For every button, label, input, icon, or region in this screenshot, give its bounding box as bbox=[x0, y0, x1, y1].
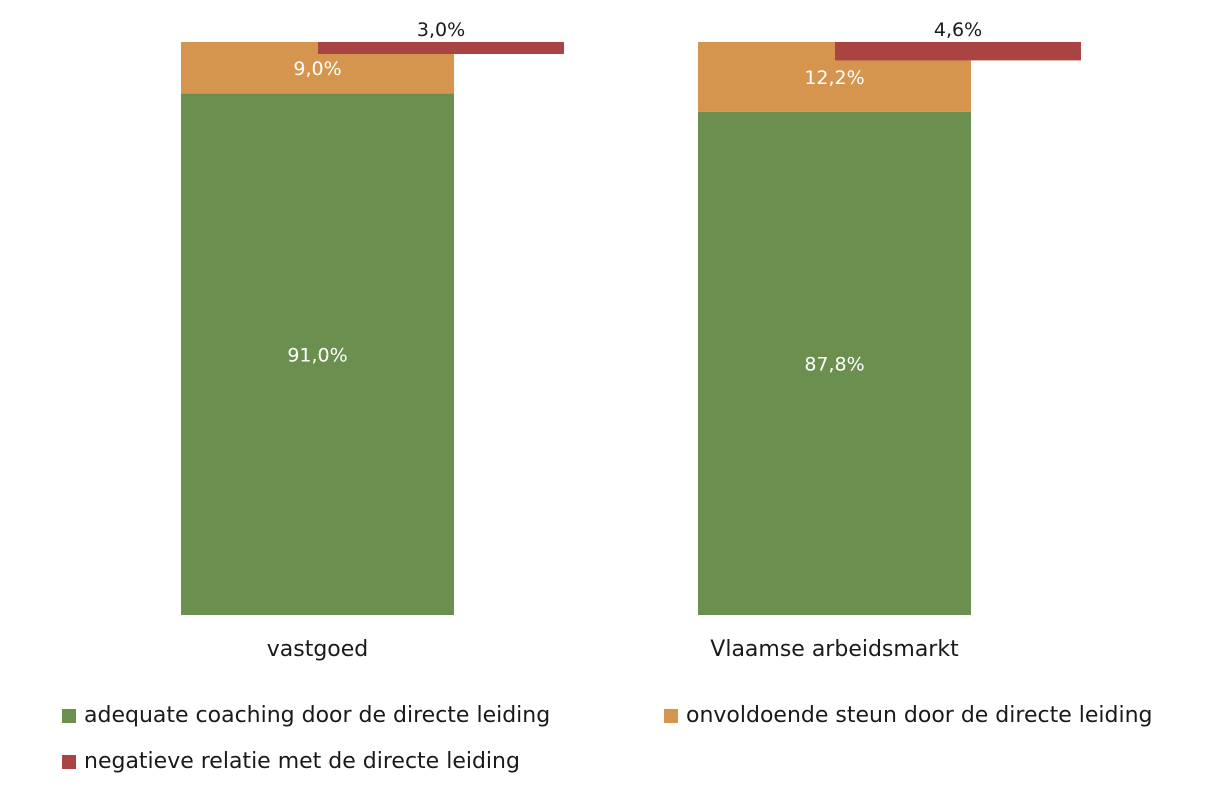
bars-layer bbox=[181, 42, 1081, 615]
data-label-vlaamse-arbeidsmarkt-adequate-coaching-door-de-directe-leiding: 87,8% bbox=[804, 353, 864, 375]
bar-vastgoed-adequate-coaching-door-de-directe-leiding bbox=[181, 93, 454, 615]
data-label-vastgoed-negatieve-relatie-met-de-directe-leiding: 3,0% bbox=[417, 19, 465, 41]
data-label-vastgoed-onvoldoende-steun-door-de-directe-leiding: 9,0% bbox=[293, 58, 341, 80]
bar-vastgoed-negatieve-relatie-met-de-directe-leiding bbox=[318, 42, 564, 54]
data-label-vlaamse-arbeidsmarkt-onvoldoende-steun-door-de-directe-leiding: 12,2% bbox=[804, 67, 864, 89]
data-label-vastgoed-adequate-coaching-door-de-directe-leiding: 91,0% bbox=[287, 344, 347, 366]
category-label-vlaamse-arbeidsmarkt: Vlaamse arbeidsmarkt bbox=[710, 637, 959, 662]
bar-vlaamse-arbeidsmarkt-negatieve-relatie-met-de-directe-leiding bbox=[835, 42, 1081, 61]
category-labels-layer: vastgoed Vlaamse arbeidsmarkt bbox=[267, 637, 959, 662]
data-label-vlaamse-arbeidsmarkt-negatieve-relatie-met-de-directe-leiding: 4,6% bbox=[934, 19, 982, 41]
category-label-vastgoed: vastgoed bbox=[267, 637, 369, 662]
data-labels-layer: 91,0% 9,0% 3,0% 87,8% 12,2% 4,6% bbox=[287, 19, 982, 375]
bar-vlaamse-arbeidsmarkt-adequate-coaching-door-de-directe-leiding bbox=[698, 111, 971, 615]
